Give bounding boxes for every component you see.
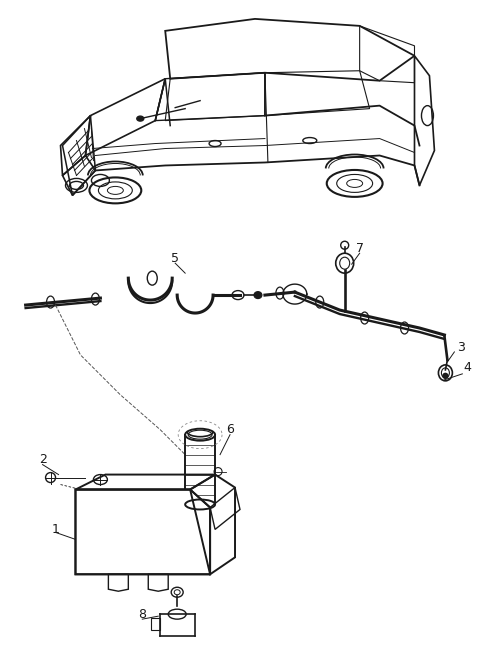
Ellipse shape — [443, 373, 448, 379]
Text: 3: 3 — [457, 341, 465, 354]
Text: 6: 6 — [226, 423, 234, 436]
Text: 4: 4 — [463, 362, 471, 374]
Polygon shape — [75, 490, 210, 574]
Text: 2: 2 — [38, 453, 47, 466]
Text: 8: 8 — [138, 608, 146, 621]
Text: 5: 5 — [171, 252, 179, 265]
Ellipse shape — [254, 292, 262, 299]
Text: 7: 7 — [356, 242, 364, 254]
Text: 1: 1 — [51, 523, 60, 536]
Ellipse shape — [137, 116, 144, 121]
